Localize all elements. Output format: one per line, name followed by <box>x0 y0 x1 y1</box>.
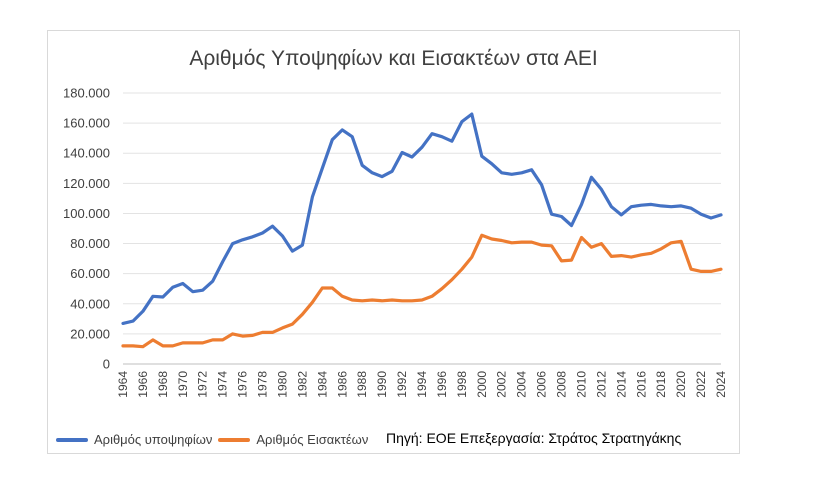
y-tick-label: 20.000 <box>70 326 110 341</box>
series-line-admitted <box>121 233 723 349</box>
y-tick-label: 80.000 <box>70 236 110 251</box>
legend-label-admitted: Αριθμός Εισακτέων <box>256 432 369 447</box>
y-tick-label: 160.000 <box>63 116 110 131</box>
legend: Αριθμός υποψηφίων Αριθμός Εισακτέων <box>56 432 374 447</box>
x-tick-label: 2000 <box>475 371 489 398</box>
x-tick-label: 2002 <box>495 371 509 398</box>
x-tick-label: 1982 <box>295 371 309 398</box>
x-tick-label: 1968 <box>156 371 170 398</box>
x-tick-label: 1970 <box>176 371 190 398</box>
x-tick-label: 2018 <box>654 371 668 398</box>
x-tick-label: 1988 <box>355 371 369 398</box>
x-tick-label: 1980 <box>275 371 289 398</box>
plot-area: 0 20.000 40.000 60.000 80.000 100.000 120.000 1… <box>63 86 728 398</box>
x-tick-label: 1984 <box>315 371 329 398</box>
y-tick-label: 120.000 <box>63 176 110 191</box>
x-tick-label: 1966 <box>136 371 150 398</box>
legend-swatch-candidates <box>56 437 88 442</box>
x-tick-label: 2014 <box>614 371 628 398</box>
x-tick-label: 1996 <box>435 371 449 398</box>
legend-swatch-admitted <box>218 437 251 442</box>
x-tick-label: 2012 <box>594 371 608 398</box>
legend-label-candidates: Αριθμός υποψηφίων <box>94 432 213 447</box>
x-tick-label: 2022 <box>694 371 708 398</box>
y-tick-label: 180.000 <box>63 86 110 101</box>
x-tick-label: 2008 <box>555 371 569 398</box>
x-tick-label: 1964 <box>116 371 130 398</box>
source-note: Πηγή: ΕΟΕ Επεξεργασία: Στράτος Στρατηγάκ… <box>386 430 682 446</box>
x-tick-label: 1994 <box>415 371 429 398</box>
y-tick-label: 40.000 <box>70 296 110 311</box>
x-tick-label: 1990 <box>375 371 389 398</box>
series-line-candidates <box>121 112 723 325</box>
x-tick-label: 1972 <box>196 371 210 398</box>
x-tick-label: 1998 <box>455 371 469 398</box>
x-tick-label: 2016 <box>634 371 648 398</box>
legend-item-admitted: Αριθμός Εισακτέων <box>218 432 368 447</box>
x-tick-label: 1986 <box>335 371 349 398</box>
x-tick-label: 1976 <box>236 371 250 398</box>
x-tick-label: 2006 <box>535 371 549 398</box>
x-tick-label: 2004 <box>515 371 529 398</box>
y-tick-label: 60.000 <box>70 266 110 281</box>
x-tick-label: 1992 <box>395 371 409 398</box>
chart-frame: Αριθμός Υποψηφίων και Εισακτέων στα ΑΕΙ … <box>47 30 740 454</box>
chart-title: Αριθμός Υποψηφίων και Εισακτέων στα ΑΕΙ <box>189 47 598 70</box>
y-tick-label: 140.000 <box>63 146 110 161</box>
x-tick-label: 1978 <box>256 371 270 398</box>
y-tick-label: 0 <box>103 357 110 372</box>
x-tick-label: 2010 <box>574 371 588 398</box>
y-tick-label: 100.000 <box>63 206 110 221</box>
x-tick-label: 2024 <box>714 371 728 398</box>
x-tick-label: 1974 <box>216 371 230 398</box>
x-tick-label: 2020 <box>674 371 688 398</box>
legend-item-candidates: Αριθμός υποψηφίων <box>56 432 212 447</box>
